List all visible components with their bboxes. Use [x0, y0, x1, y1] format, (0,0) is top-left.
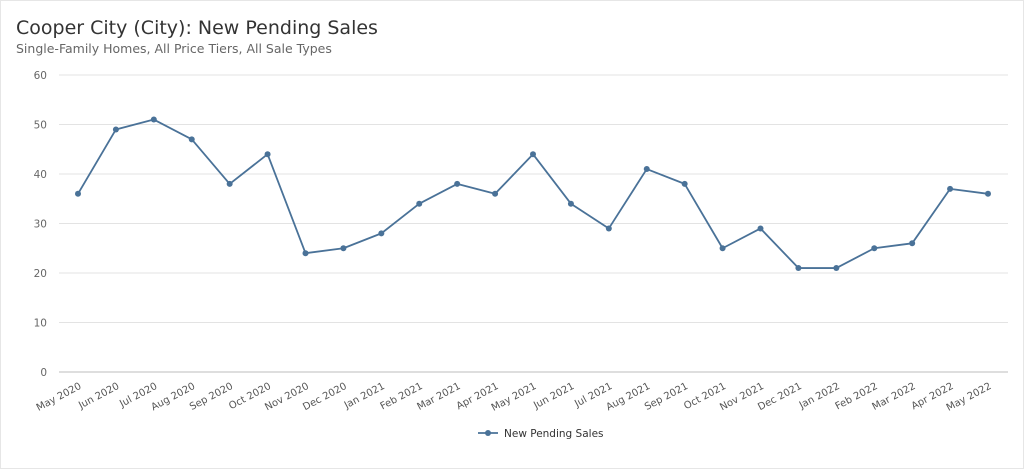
legend-label: New Pending Sales: [504, 428, 604, 440]
data-point: [605, 225, 612, 232]
data-point: [795, 265, 802, 272]
data-point: [909, 240, 916, 247]
data-point: [75, 190, 81, 197]
data-point: [188, 136, 195, 143]
data-point: [150, 116, 157, 123]
data-point: [416, 200, 423, 207]
x-tick-label: Mar 2021: [415, 381, 462, 413]
data-point: [530, 151, 536, 158]
data-point: [643, 166, 650, 173]
data-point: [757, 225, 764, 232]
x-tick-label: Jun 2021: [531, 381, 576, 412]
x-tick-label: May 2020: [35, 381, 84, 414]
legend-marker: [485, 430, 491, 436]
y-tick-label: 40: [34, 169, 47, 181]
chart-title: Cooper City (City): New Pending Sales: [16, 17, 378, 39]
chart-subtitle: Single-Family Homes, All Price Tiers, Al…: [16, 41, 332, 56]
y-tick-label: 10: [34, 318, 47, 330]
y-tick-label: 30: [34, 219, 47, 231]
data-point: [264, 151, 271, 158]
data-point: [947, 185, 954, 192]
y-tick-label: 60: [34, 70, 47, 82]
data-point: [454, 180, 461, 187]
data-point: [833, 265, 840, 272]
data-point: [112, 126, 119, 133]
data-point: [492, 190, 499, 197]
y-tick-label: 50: [34, 120, 47, 132]
x-tick-label: Sep 2020: [188, 381, 235, 413]
data-point: [719, 245, 726, 252]
x-tick-label: Mar 2022: [870, 381, 917, 413]
series-line: [77, 118, 989, 269]
data-point: [340, 245, 347, 252]
x-tick-label: Jun 2020: [76, 381, 121, 412]
data-point: [681, 180, 688, 187]
data-point: [302, 250, 309, 257]
y-tick-label: 20: [34, 268, 47, 280]
data-point: [378, 230, 385, 237]
data-point: [985, 190, 991, 197]
x-tick-label: Sep 2021: [643, 381, 690, 413]
data-point: [567, 200, 574, 207]
y-tick-label: 0: [40, 367, 47, 379]
data-point: [871, 245, 878, 252]
data-point: [226, 180, 233, 187]
x-tick-label: Dec 2020: [301, 381, 349, 413]
x-tick-label: Dec 2021: [756, 381, 804, 413]
legend: New Pending Sales: [478, 428, 604, 440]
